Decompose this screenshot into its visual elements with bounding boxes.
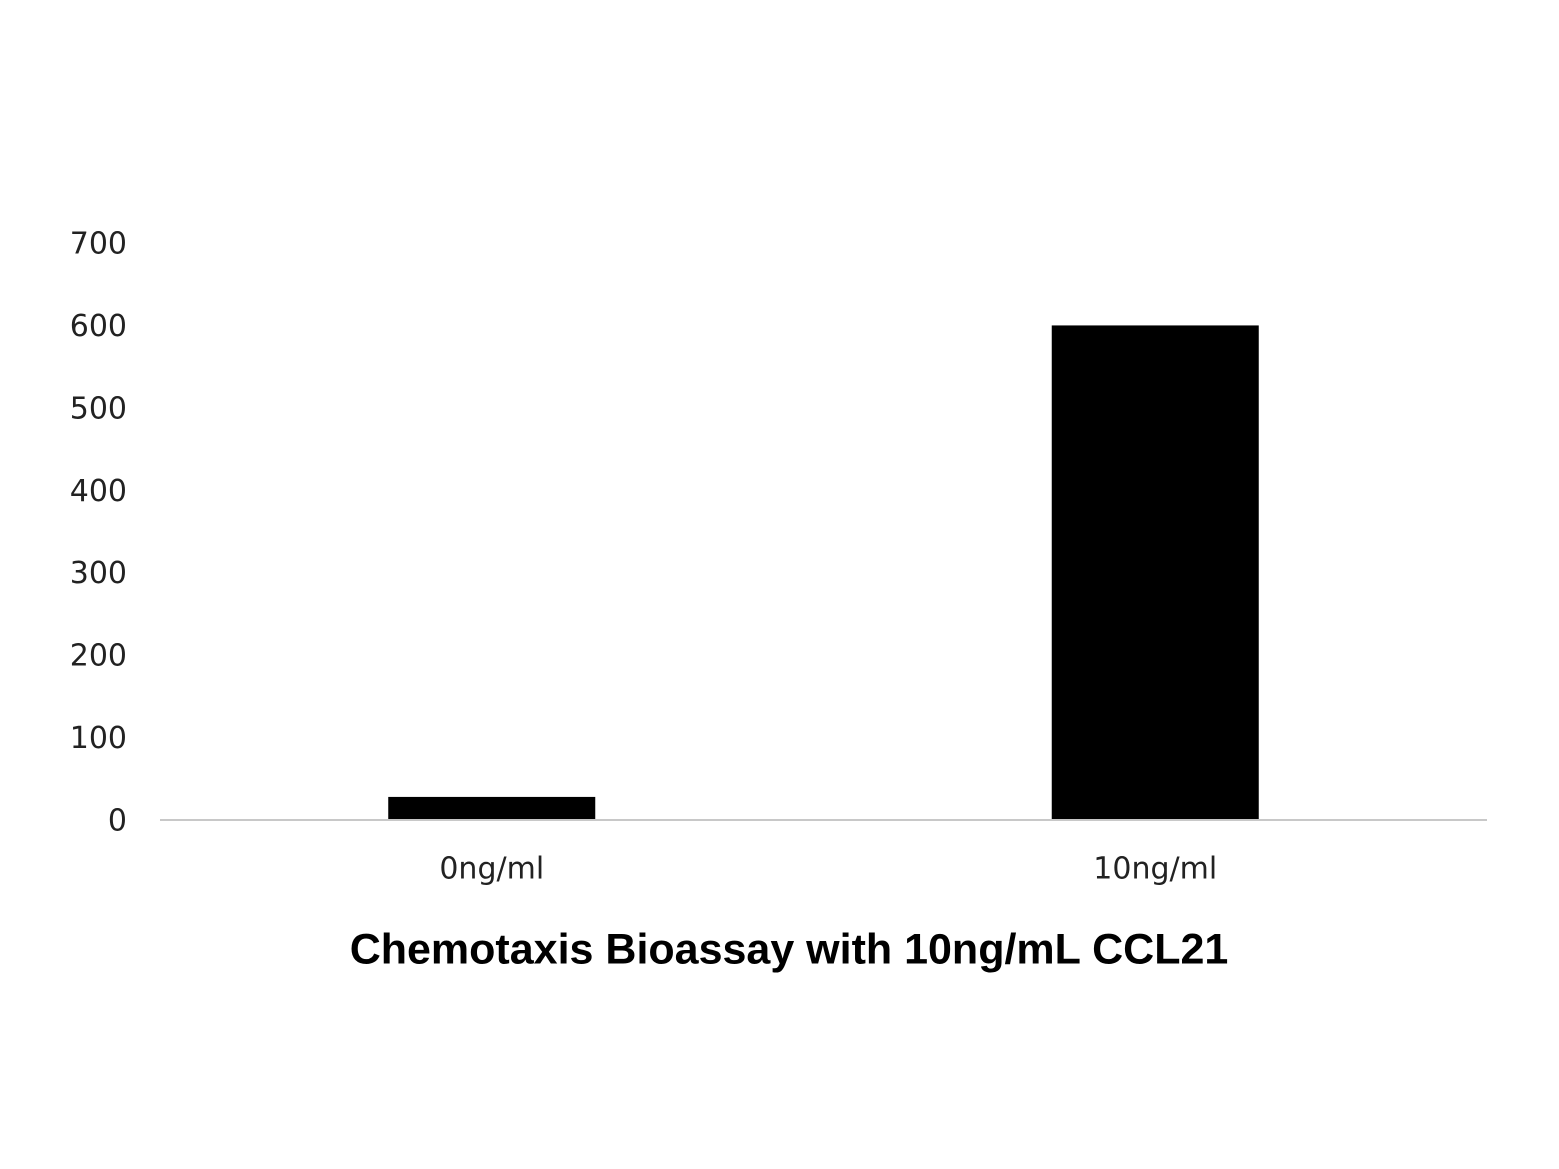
y-tick-label: 300	[70, 556, 127, 591]
y-tick-label: 400	[70, 474, 127, 509]
x-tick-label: 10ng/ml	[1093, 852, 1217, 887]
y-tick-label: 200	[70, 639, 127, 674]
bar	[388, 796, 596, 820]
chart-title: Chemotaxis Bioassay with 10ng/mL CCL21	[350, 925, 1229, 973]
y-tick-label: 500	[70, 391, 127, 426]
y-tick-label: 700	[70, 227, 127, 262]
bar	[1051, 325, 1259, 820]
y-tick-label: 100	[70, 721, 127, 756]
x-tick-label: 0ng/ml	[439, 852, 544, 887]
y-tick-label: 0	[108, 804, 127, 839]
y-tick-label: 600	[70, 309, 127, 344]
